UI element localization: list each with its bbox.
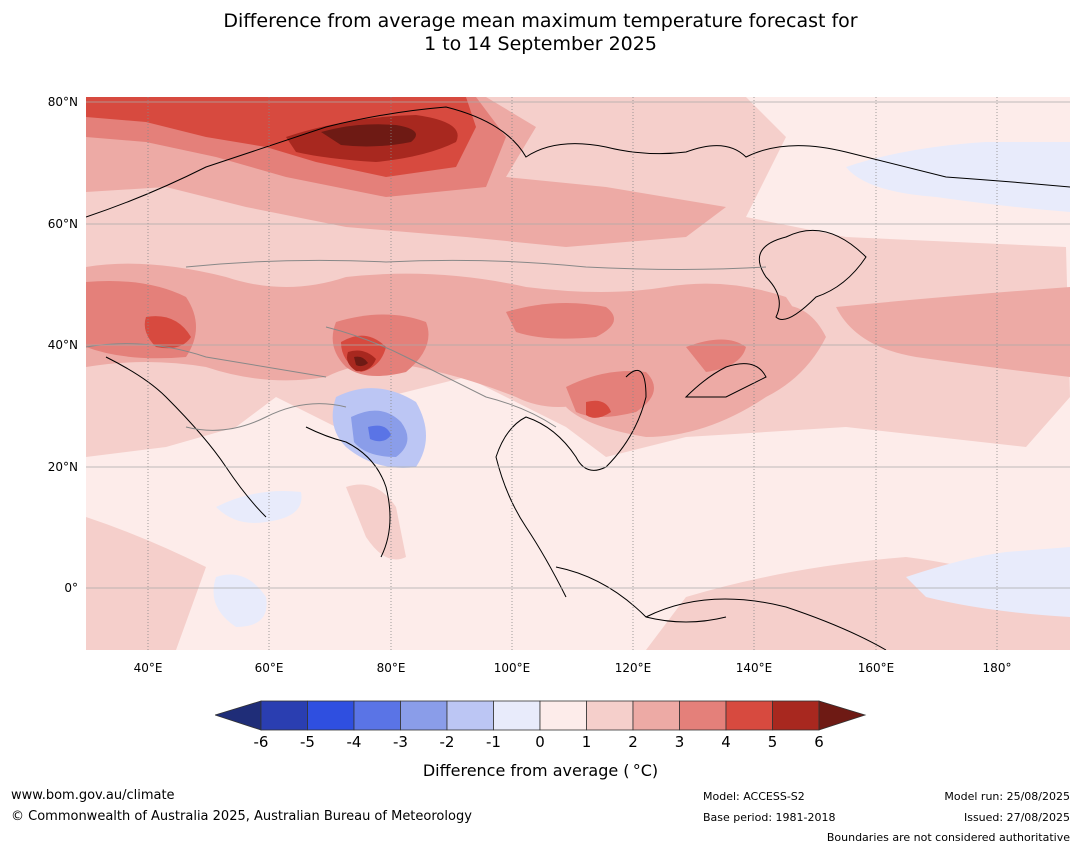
- colorbar-segment: [493, 700, 541, 731]
- colorbar-segment: [539, 700, 587, 731]
- colorbar-segment: [260, 700, 308, 731]
- colorbar-tick: -2: [439, 733, 455, 751]
- map-title-line-1: Difference from average mean maximum tem…: [223, 10, 858, 32]
- colorbar-segment: [400, 700, 448, 731]
- colorbar-tick: 3: [674, 733, 685, 751]
- colorbar-tick: 1: [581, 733, 592, 751]
- colorbar-segment: [353, 700, 401, 731]
- lon-label-140e: 140°E: [735, 661, 773, 675]
- lon-label-60e: 60°E: [254, 661, 284, 675]
- lon-label-100e: 100°E: [493, 661, 531, 675]
- colorbar-tick: 0: [535, 733, 545, 751]
- colorbar-tick: 2: [628, 733, 638, 751]
- anomaly-map-svg: [86, 97, 1070, 650]
- lat-label-20n: 20°N: [47, 460, 78, 474]
- lon-label-40e: 40°E: [133, 661, 163, 675]
- website-link[interactable]: www.bom.gov.au/climate: [11, 788, 175, 803]
- colorbar-tick: -3: [393, 733, 408, 751]
- colorbar-segment: [586, 700, 634, 731]
- colorbar-segment: [679, 700, 727, 731]
- model-run-date: Model run: 25/08/2025: [944, 790, 1070, 803]
- lon-label-80e: 80°E: [376, 661, 406, 675]
- lat-label-60n: 60°N: [47, 217, 78, 231]
- forecast-map: [86, 97, 1070, 650]
- colorbar: [215, 700, 867, 731]
- boundaries-disclaimer: Boundaries are not considered authoritat…: [826, 831, 1070, 844]
- colorbar-tick: -6: [253, 733, 269, 751]
- colorbar-segment: [446, 700, 494, 731]
- colorbar-label: Difference from average ( °C): [422, 761, 659, 780]
- meridian-lines: [147, 97, 998, 650]
- colorbar-extend-low: [215, 700, 262, 731]
- colorbar-tick: -5: [300, 733, 315, 751]
- anomaly-above-6-areas: [321, 124, 416, 367]
- lon-label-120e: 120°E: [614, 661, 652, 675]
- lon-label-160e: 160°E: [857, 661, 895, 675]
- parallel-lines: [86, 101, 1070, 589]
- colorbar-segment: [632, 700, 680, 731]
- colorbar-tick: 4: [721, 733, 731, 751]
- colorbar-tick: -4: [346, 733, 362, 751]
- base-period: Base period: 1981-2018: [703, 811, 836, 824]
- copyright-text: © Commonwealth of Australia 2025, Austra…: [11, 809, 472, 824]
- model-name: Model: ACCESS-S2: [703, 790, 805, 803]
- colorbar-tick: 5: [767, 733, 778, 751]
- lon-label-180: 180°: [982, 661, 1012, 675]
- colorbar-tick: -1: [486, 733, 501, 751]
- colorbar-tick: 6: [814, 733, 824, 751]
- lat-label-40n: 40°N: [47, 338, 78, 352]
- colorbar-segment: [725, 700, 773, 731]
- issued-date: Issued: 27/08/2025: [963, 811, 1070, 824]
- lat-label-80n: 80°N: [47, 95, 78, 109]
- map-title-line-2: 1 to 14 September 2025: [424, 33, 657, 55]
- colorbar-segment: [772, 700, 820, 731]
- lat-label-0: 0°: [64, 581, 78, 595]
- colorbar-segment: [307, 700, 355, 731]
- country-boundaries: [86, 259, 767, 431]
- colorbar-extend-high: [818, 700, 867, 731]
- coastlines: [86, 106, 1070, 650]
